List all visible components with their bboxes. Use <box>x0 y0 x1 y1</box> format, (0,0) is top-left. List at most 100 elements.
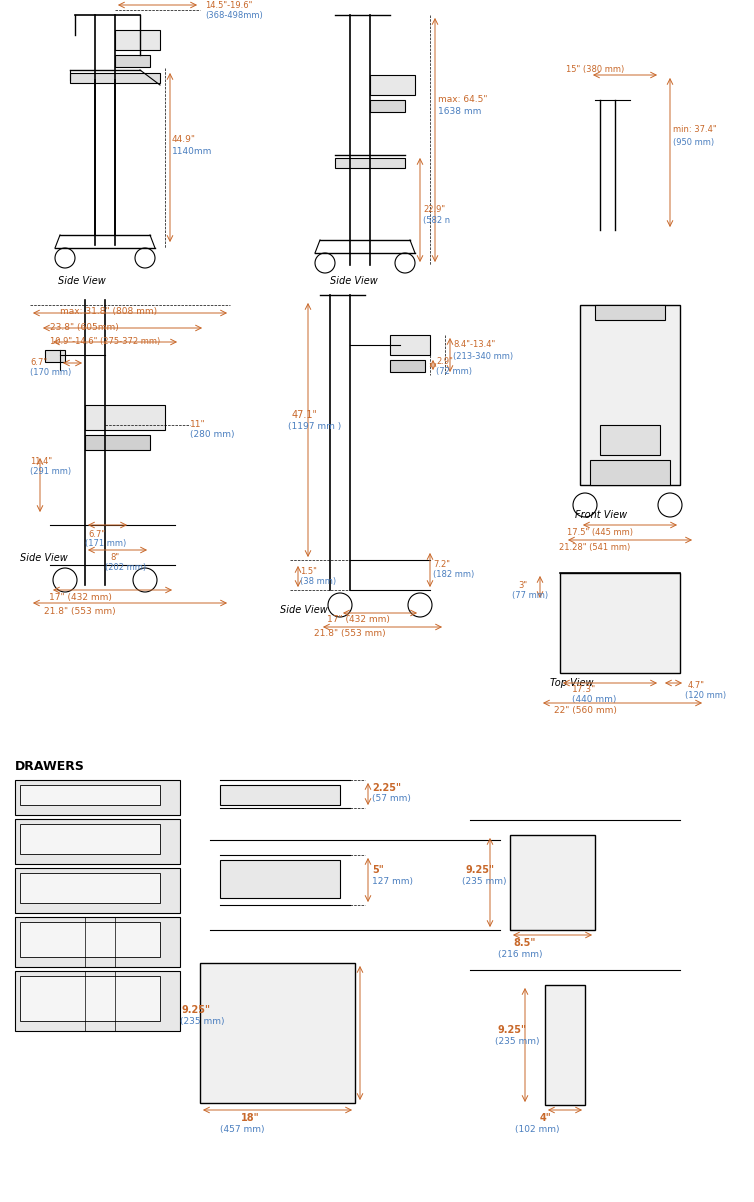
Text: (1197 mm ): (1197 mm ) <box>288 422 342 432</box>
Text: 21.28" (541 mm): 21.28" (541 mm) <box>559 543 630 552</box>
Text: 18": 18" <box>241 1113 259 1123</box>
Text: (170 mm): (170 mm) <box>30 368 71 377</box>
Text: (582 n: (582 n <box>423 216 450 226</box>
Text: (72 mm): (72 mm) <box>436 367 472 376</box>
Bar <box>390 335 430 355</box>
Text: 8": 8" <box>110 553 119 563</box>
Bar <box>20 785 160 805</box>
Text: 22.9": 22.9" <box>423 206 445 214</box>
Bar <box>580 305 680 484</box>
Text: Side View: Side View <box>20 553 68 563</box>
Text: 6.7": 6.7" <box>30 358 47 367</box>
Bar <box>45 350 65 362</box>
Text: 21.8" (553 mm): 21.8" (553 mm) <box>44 607 116 615</box>
Text: (950 mm): (950 mm) <box>673 137 714 147</box>
Text: (235 mm): (235 mm) <box>495 1037 540 1046</box>
Bar <box>85 435 150 450</box>
Text: 11.4": 11.4" <box>30 457 52 466</box>
Text: (57 mm): (57 mm) <box>372 795 411 803</box>
Bar <box>545 984 585 1105</box>
Bar <box>600 426 660 456</box>
Text: (213-340 mm): (213-340 mm) <box>453 352 513 361</box>
Text: (216 mm): (216 mm) <box>498 950 542 959</box>
Text: (182 mm): (182 mm) <box>433 570 474 579</box>
Text: 7.2": 7.2" <box>433 560 450 569</box>
Bar <box>220 785 340 805</box>
Text: (171 mm): (171 mm) <box>85 538 126 548</box>
Text: Front View: Front View <box>575 510 627 520</box>
Text: 22" (560 mm): 22" (560 mm) <box>553 706 617 715</box>
Text: (440 mm): (440 mm) <box>572 695 616 704</box>
Text: min: 37.4": min: 37.4" <box>673 125 716 135</box>
Bar <box>595 305 665 320</box>
Text: 1.5": 1.5" <box>300 567 317 576</box>
Bar <box>15 819 180 864</box>
Text: Side View: Side View <box>280 605 328 615</box>
Text: 9.25": 9.25" <box>182 1005 211 1014</box>
Text: 14.5"-19.6": 14.5"-19.6" <box>205 1 253 10</box>
Text: Side View: Side View <box>58 276 106 286</box>
Bar <box>85 405 165 430</box>
Text: 5": 5" <box>372 865 384 875</box>
Bar <box>20 825 160 853</box>
Text: (235 mm): (235 mm) <box>462 877 507 886</box>
Text: (38 mm): (38 mm) <box>300 577 336 587</box>
Text: 9.25": 9.25" <box>465 865 494 875</box>
Text: max: 64.5": max: 64.5" <box>438 95 488 105</box>
Text: 44.9": 44.9" <box>172 136 196 144</box>
Text: 1638 mm: 1638 mm <box>438 107 481 117</box>
Bar <box>115 30 160 50</box>
Bar <box>590 460 670 484</box>
Text: (77 mm): (77 mm) <box>512 591 548 600</box>
Bar <box>20 873 160 903</box>
Text: 23.8" (605mm): 23.8" (605mm) <box>50 323 118 332</box>
Bar <box>70 73 160 83</box>
Text: (202 mm): (202 mm) <box>105 563 146 572</box>
Bar <box>15 780 180 815</box>
Bar <box>390 361 425 371</box>
Text: 11": 11" <box>190 419 206 429</box>
Bar <box>335 157 405 168</box>
Text: 17.5" (445 mm): 17.5" (445 mm) <box>567 528 633 537</box>
Bar <box>200 963 355 1103</box>
Text: 3": 3" <box>518 581 527 590</box>
Bar <box>115 55 150 67</box>
Text: 6.7": 6.7" <box>88 530 105 538</box>
Text: 127 mm): 127 mm) <box>372 877 413 886</box>
Text: 4.7": 4.7" <box>688 682 705 690</box>
Text: (280 mm): (280 mm) <box>190 430 234 439</box>
Text: (102 mm): (102 mm) <box>515 1125 559 1133</box>
Text: Top View: Top View <box>550 678 593 688</box>
Text: 17.3": 17.3" <box>572 685 596 694</box>
Text: (235 mm): (235 mm) <box>180 1017 225 1027</box>
Text: 15" (380 mm): 15" (380 mm) <box>566 65 624 75</box>
Bar <box>220 859 340 898</box>
Text: 1140mm: 1140mm <box>172 148 213 156</box>
Text: (120 mm): (120 mm) <box>685 691 726 700</box>
Text: (368-498mm): (368-498mm) <box>205 11 262 20</box>
Text: 21.8" (553 mm): 21.8" (553 mm) <box>314 629 386 638</box>
Bar <box>510 835 595 930</box>
Text: 17" (432 mm): 17" (432 mm) <box>326 615 389 624</box>
Bar <box>20 976 160 1020</box>
Bar <box>15 971 180 1031</box>
Text: 17" (432 mm): 17" (432 mm) <box>48 593 112 602</box>
Text: Side View: Side View <box>330 276 378 286</box>
Text: (457 mm): (457 mm) <box>219 1125 264 1133</box>
Text: (291 mm): (291 mm) <box>30 468 71 476</box>
Text: 2.9": 2.9" <box>436 357 453 365</box>
Bar <box>370 100 405 112</box>
Text: 10.9"-14.6" (275-372 mm): 10.9"-14.6" (275-372 mm) <box>50 337 161 346</box>
Bar <box>15 917 180 966</box>
Text: 47.1": 47.1" <box>292 410 318 419</box>
Text: 8.4"-13.4": 8.4"-13.4" <box>453 340 495 349</box>
Text: 8.5": 8.5" <box>513 938 536 948</box>
Bar <box>20 922 160 957</box>
Bar <box>15 868 180 914</box>
Bar <box>560 573 680 673</box>
Text: 4": 4" <box>539 1113 551 1123</box>
Text: 2.25": 2.25" <box>372 783 401 793</box>
Text: DRAWERS: DRAWERS <box>15 760 85 773</box>
Bar <box>370 75 415 95</box>
Text: 9.25": 9.25" <box>498 1025 527 1035</box>
